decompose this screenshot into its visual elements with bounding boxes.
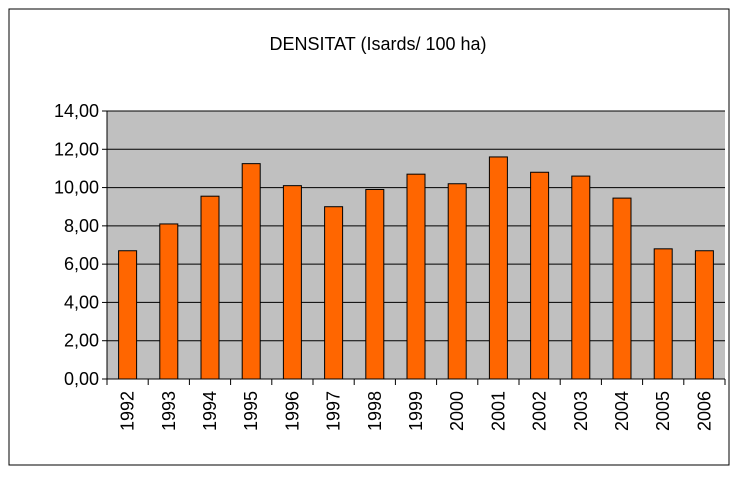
x-tick-label: 2006: [694, 391, 714, 431]
x-tick-label: 2003: [571, 391, 591, 431]
bar: [530, 171, 550, 380]
bar: [447, 183, 467, 380]
bar: [118, 250, 138, 380]
y-tick-label: 6,00: [64, 254, 99, 274]
bar: [365, 188, 385, 380]
x-tick-label: 2001: [488, 391, 508, 431]
bar: [694, 250, 714, 380]
bar: [200, 195, 220, 380]
x-tick-label: 2000: [447, 391, 467, 431]
y-tick-label: 2,00: [64, 331, 99, 351]
y-tick-label: 0,00: [64, 369, 99, 389]
bar: [571, 175, 591, 380]
x-tick-label: 1993: [159, 391, 179, 431]
bar: [282, 185, 302, 380]
x-tick-label: 1998: [365, 391, 385, 431]
x-tick-label: 2002: [530, 391, 550, 431]
y-tick-label: 4,00: [64, 292, 99, 312]
bar: [159, 223, 179, 380]
y-tick-label: 14,00: [54, 101, 99, 121]
x-tick-label: 1992: [118, 391, 138, 431]
x-tick-label: 2004: [612, 391, 632, 431]
bar: [241, 163, 261, 380]
x-tick-label: 1999: [406, 391, 426, 431]
bar: [653, 248, 673, 380]
x-tick-label: 2005: [653, 391, 673, 431]
bar: [324, 206, 344, 380]
x-tick-label: 1996: [282, 391, 302, 431]
bar: [488, 156, 508, 380]
x-tick-label: 1994: [200, 391, 220, 431]
x-tick-label: 1995: [241, 391, 261, 431]
y-tick-label: 12,00: [54, 139, 99, 159]
bar: [406, 173, 426, 380]
y-tick-label: 10,00: [54, 178, 99, 198]
chart-title: DENSITAT (Isards/ 100 ha): [269, 34, 486, 54]
bar: [612, 197, 632, 380]
x-tick-label: 1997: [324, 391, 344, 431]
y-tick-label: 8,00: [64, 216, 99, 236]
